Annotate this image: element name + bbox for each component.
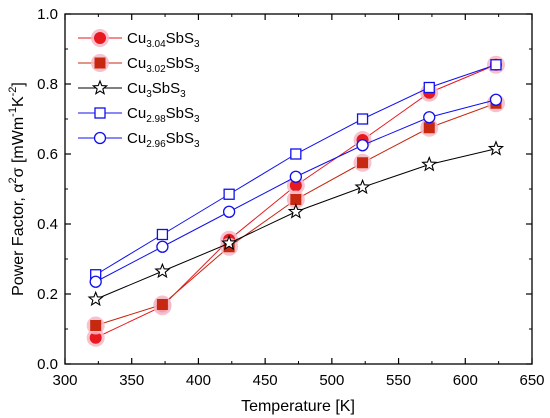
data-point	[90, 320, 102, 331]
data-point	[423, 81, 435, 94]
y-axis-title-end: ]	[10, 82, 27, 86]
data-point	[156, 240, 169, 253]
legend-label: Cu3.04SbS3	[127, 30, 200, 50]
legend-marker	[94, 32, 106, 44]
data-point	[223, 188, 235, 200]
data-point	[489, 93, 503, 106]
legend: Cu3.04SbS3 Cu3.02SbS3 Cu3SbS3 Cu2.98SbS3 Cu2…	[78, 29, 200, 150]
data-point	[87, 290, 104, 307]
data-point	[423, 122, 435, 134]
y-tick-label: 1.0	[37, 6, 58, 23]
data-point	[221, 234, 238, 251]
data-point	[156, 299, 168, 310]
legend-marker	[94, 107, 106, 119]
x-tick-label: 600	[453, 372, 478, 389]
x-tick-label: 450	[253, 372, 278, 389]
y-tick-label: 0.2	[37, 286, 58, 303]
data-point	[289, 170, 302, 183]
x-tick-label: 550	[386, 372, 411, 389]
data-point	[354, 178, 371, 195]
series-2	[87, 140, 505, 307]
x-tick-label: 350	[119, 372, 144, 389]
legend-entry-1: Cu3.02SbS3	[78, 54, 200, 75]
data-point	[290, 194, 302, 205]
y-tick-label: 0.4	[37, 216, 58, 233]
y-tick-label: 0.6	[37, 146, 58, 163]
legend-label: Cu3.02SbS3	[127, 55, 200, 75]
y-axis-title-alpha: α	[10, 183, 27, 192]
y-axis-title-exp1: -1	[7, 107, 19, 117]
y-axis-title-k: K	[10, 96, 27, 107]
legend-label: Cu3SbS3	[127, 80, 186, 100]
data-point	[89, 275, 102, 288]
data-point	[487, 140, 505, 156]
x-tick-label: 500	[319, 372, 344, 389]
y-axis-title: Power Factor, α2σ [mWm-1K-2]	[7, 82, 27, 296]
data-point	[154, 262, 171, 279]
legend-entry-2: Cu3SbS3	[78, 79, 186, 100]
y-axis-title-text: Power Factor,	[10, 193, 27, 296]
legend-marker	[93, 131, 107, 145]
legend-entry-3: Cu2.98SbS3	[78, 105, 200, 125]
x-tick-label: 300	[52, 372, 77, 389]
data-point	[423, 111, 436, 124]
x-axis-title: Temperature [K]	[241, 398, 355, 415]
series-4	[89, 93, 503, 288]
legend-entry-0: Cu3.04SbS3	[78, 29, 200, 50]
plot-area	[86, 55, 505, 347]
y-axis-title-sigma-unit: σ [mWm	[10, 117, 27, 178]
y-axis-title-exp2: -2	[7, 87, 19, 97]
y-axis-title-alpha-exponent: 2	[7, 177, 19, 183]
legend-entry-4: Cu2.96SbS3	[78, 130, 200, 150]
data-point	[156, 228, 169, 241]
axes: 300 350 400 450 500 550 600 650 0.0 0.2 0.4 0.6 0.8 1…	[37, 6, 544, 389]
legend-label: Cu2.98SbS3	[127, 105, 200, 125]
data-point	[287, 203, 304, 219]
data-point	[290, 148, 302, 160]
data-point	[490, 59, 502, 71]
legend-marker	[91, 79, 109, 95]
data-point	[356, 113, 369, 125]
data-point	[421, 155, 438, 172]
data-point	[222, 205, 236, 218]
data-point	[357, 157, 369, 169]
y-tick-label: 0.8	[37, 76, 58, 93]
data-point	[356, 139, 369, 152]
series-3	[90, 59, 502, 281]
x-tick-label: 650	[519, 372, 544, 389]
legend-marker	[94, 57, 106, 69]
legend-label: Cu2.96SbS3	[127, 130, 200, 150]
y-tick-label: 0.0	[37, 356, 58, 373]
x-tick-label: 400	[186, 372, 211, 389]
